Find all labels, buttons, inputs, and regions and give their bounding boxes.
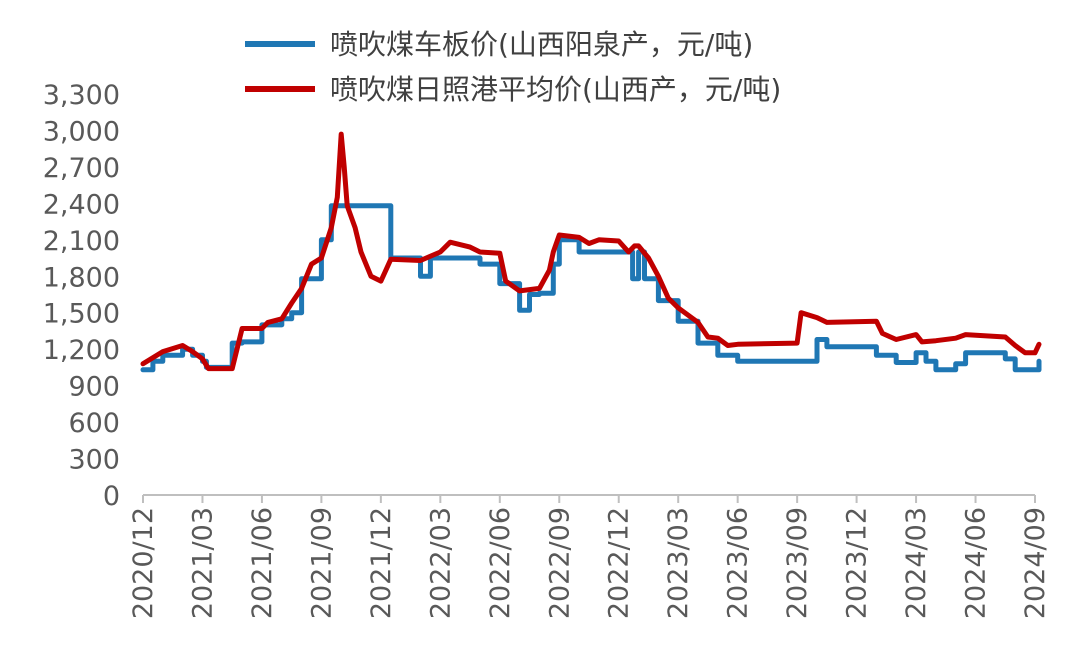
series-line-2 bbox=[140, 131, 1042, 372]
y-axis: 0 300 600 900 1,200 1,500 1,800 2,100 2,400 2,700… bbox=[43, 80, 120, 512]
x-tick-label: 2024/09 bbox=[1020, 507, 1051, 619]
x-tick-label: 2022/12 bbox=[604, 507, 635, 619]
x-tick-label: 2021/09 bbox=[306, 507, 337, 619]
y-tick-label: 1,200 bbox=[43, 335, 120, 366]
y-tick-label: 3,000 bbox=[43, 116, 120, 147]
x-tick-label: 2023/12 bbox=[842, 507, 873, 619]
legend-item-series-2: 喷吹煤日照港平均价(山西产，元/吨) bbox=[245, 73, 781, 106]
x-tick-label: 2024/03 bbox=[901, 507, 932, 619]
y-tick-label: 300 bbox=[68, 445, 120, 476]
legend-label-series-2: 喷吹煤日照港平均价(山西产，元/吨) bbox=[330, 73, 781, 106]
y-tick-label: 2,100 bbox=[43, 226, 120, 257]
x-tick-label: 2021/03 bbox=[187, 507, 218, 619]
x-tick-label: 2022/06 bbox=[485, 507, 516, 619]
x-tick-label: 2022/09 bbox=[544, 507, 575, 619]
legend-label-series-1: 喷吹煤车板价(山西阳泉产，元/吨) bbox=[330, 28, 753, 61]
y-tick-label: 3,300 bbox=[43, 80, 120, 111]
plot-lines bbox=[140, 131, 1042, 373]
y-tick-label: 0 bbox=[103, 481, 120, 512]
y-tick-label: 900 bbox=[68, 372, 120, 403]
x-tick-label: 2021/06 bbox=[247, 507, 278, 619]
y-tick-label: 600 bbox=[68, 408, 120, 439]
legend: 喷吹煤车板价(山西阳泉产，元/吨) 喷吹煤日照港平均价(山西产，元/吨) bbox=[245, 28, 781, 106]
y-tick-label: 2,700 bbox=[43, 153, 120, 184]
x-tick-label: 2024/06 bbox=[961, 507, 992, 619]
x-tick-label: 2023/09 bbox=[782, 507, 813, 619]
x-tick-label: 2023/03 bbox=[663, 507, 694, 619]
x-tick-label: 2020/12 bbox=[128, 507, 159, 619]
y-tick-label: 1,500 bbox=[43, 299, 120, 330]
series-line-1 bbox=[140, 203, 1042, 373]
y-tick-label: 2,400 bbox=[43, 189, 120, 220]
x-tick-label: 2021/12 bbox=[366, 507, 397, 619]
x-tick-label: 2023/06 bbox=[723, 507, 754, 619]
x-axis: 2020/12 2021/03 2021/06 2021/09 2021/12 2022/… bbox=[128, 494, 1051, 619]
x-tick-label: 2022/03 bbox=[425, 507, 456, 619]
y-tick-label: 1,800 bbox=[43, 262, 120, 293]
legend-item-series-1: 喷吹煤车板价(山西阳泉产，元/吨) bbox=[245, 28, 753, 61]
